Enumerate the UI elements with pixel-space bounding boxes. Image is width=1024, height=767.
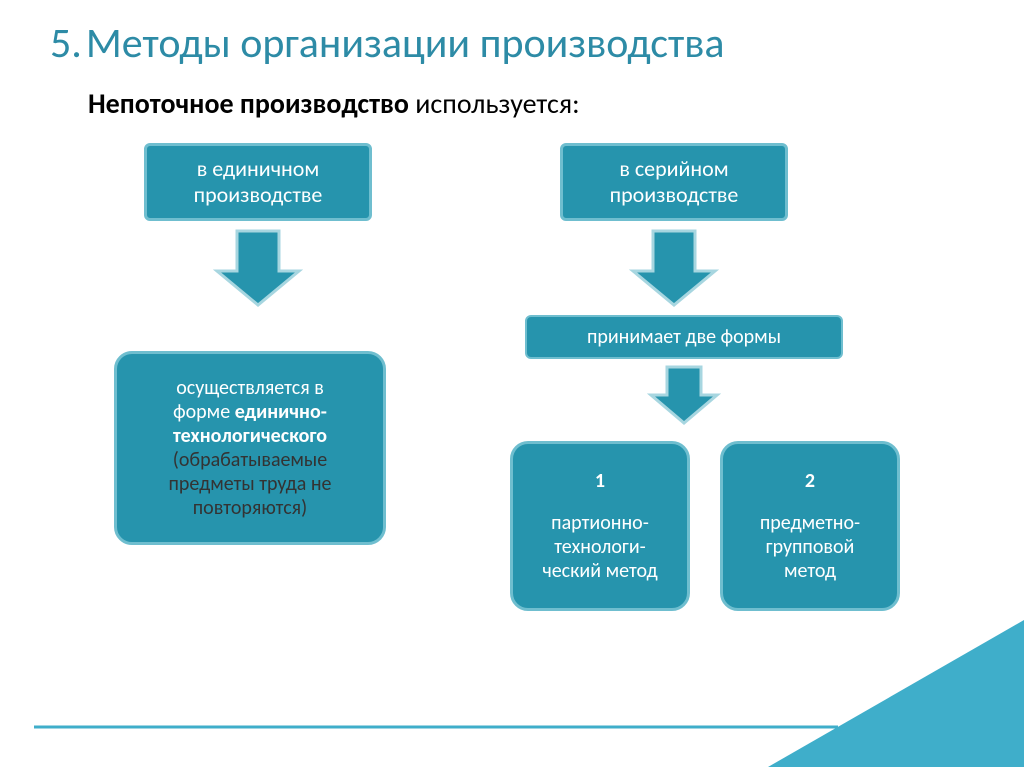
- slide-title: 5.Методы организации производства: [50, 20, 974, 68]
- flowchart: в единичном производстве в серийном прои…: [0, 143, 1024, 663]
- arrow-down-icon: [647, 363, 721, 427]
- node-method-1: 1 партионно- технологи- ческий метод: [510, 441, 690, 611]
- node-single-production: в единичном производстве: [144, 143, 372, 221]
- subtitle-bold: Непоточное производство: [88, 86, 409, 121]
- title-text: Методы организации производства: [86, 18, 725, 69]
- node-two-forms: принимает две формы: [525, 315, 843, 359]
- subtitle: Непоточное производство используется:: [0, 68, 1024, 121]
- node-method-2: 2 предметно- групповой метод: [720, 441, 900, 611]
- node-serial-production: в серийном производстве: [560, 143, 788, 221]
- title-number: 5.: [50, 18, 82, 69]
- subtitle-plain: используется:: [409, 86, 580, 121]
- arrow-down-icon: [213, 227, 303, 309]
- node-single-tech-form: осуществляется в форме единично- техноло…: [114, 351, 386, 545]
- arrow-down-icon: [629, 227, 719, 309]
